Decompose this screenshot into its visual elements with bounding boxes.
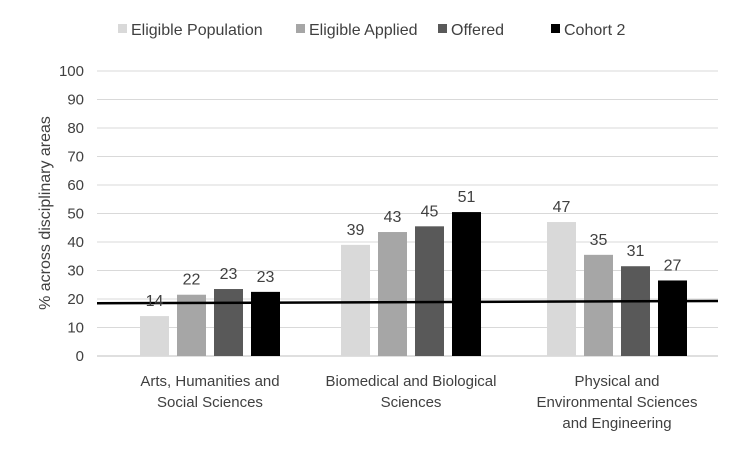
bar	[214, 289, 243, 356]
legend-label: Eligible Applied	[309, 22, 418, 39]
data-label: 43	[384, 209, 402, 226]
y-tick-label: 50	[67, 206, 84, 223]
bar	[584, 254, 613, 356]
data-label: 39	[347, 222, 365, 239]
legend-swatch	[118, 24, 127, 33]
y-tick-label: 90	[67, 92, 84, 109]
category-label: Sciences	[381, 394, 442, 411]
legend-swatch	[438, 24, 447, 33]
bars	[140, 212, 687, 356]
y-tick-labels: 0 10 20 30 40 50 60 70 80 90 100	[59, 63, 84, 365]
y-tick-label: 100	[59, 63, 84, 80]
y-axis-title: % across disciplinary areas	[37, 116, 54, 310]
data-label: 47	[553, 199, 571, 216]
y-tick-label: 0	[76, 348, 84, 365]
legend: Eligible Population Eligible Applied Offer…	[118, 22, 625, 39]
reference-line-group	[96, 299, 719, 305]
category-label: Arts, Humanities and	[140, 373, 279, 390]
bar	[415, 226, 444, 356]
category-label: and Engineering	[562, 415, 671, 432]
bar	[621, 266, 650, 356]
bar	[341, 244, 370, 356]
legend-swatch	[551, 24, 560, 33]
legend-label: Eligible Population	[131, 22, 263, 39]
category-label: Biomedical and Biological	[326, 373, 497, 390]
data-label: 27	[664, 257, 682, 274]
category-labels: Arts, Humanities and Social Sciences Biome…	[140, 373, 697, 432]
y-tick-label: 60	[67, 177, 84, 194]
data-label: 23	[220, 266, 238, 283]
legend-label: Offered	[451, 22, 504, 39]
data-label: 45	[421, 203, 439, 220]
y-tick-label: 80	[67, 120, 84, 137]
category-label: Physical and	[574, 373, 659, 390]
data-labels: 14 22 23 23 39 43 45 51 47 35 31 27	[146, 189, 682, 310]
bar	[658, 280, 687, 356]
data-label: 35	[590, 232, 608, 249]
legend-label: Cohort 2	[564, 22, 625, 39]
data-label: 14	[146, 293, 164, 310]
data-label: 31	[627, 243, 645, 260]
bar	[547, 222, 576, 356]
reference-line	[96, 299, 719, 305]
y-tick-label: 20	[67, 291, 84, 308]
y-tick-label: 40	[67, 234, 84, 251]
category-label: Environmental Sciences	[537, 394, 698, 411]
legend-swatch	[296, 24, 305, 33]
y-tick-label: 10	[67, 320, 84, 337]
bar	[177, 294, 206, 356]
data-label: 23	[257, 269, 275, 286]
category-label: Social Sciences	[157, 394, 263, 411]
y-tick-label: 30	[67, 263, 84, 280]
data-label: 51	[458, 189, 476, 206]
bar	[140, 316, 169, 356]
data-label: 22	[183, 272, 201, 289]
y-tick-label: 70	[67, 149, 84, 166]
bar	[378, 232, 407, 356]
bar	[452, 212, 481, 356]
